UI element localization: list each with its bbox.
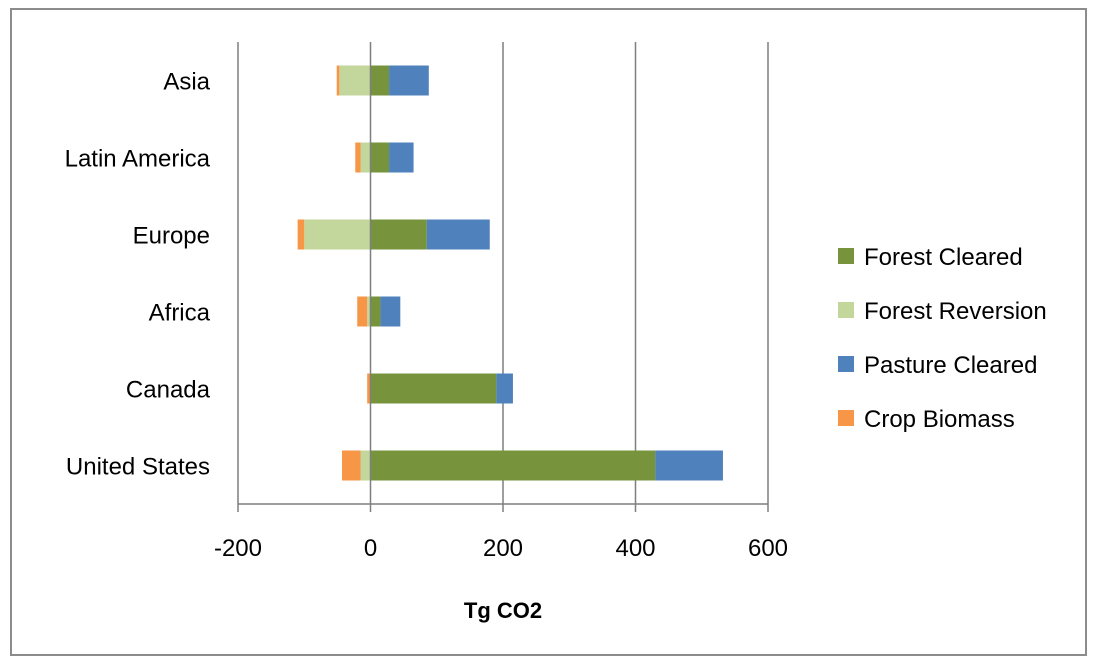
legend-swatch (838, 356, 854, 372)
bar-africa-forest-cleared (370, 296, 381, 327)
legend-swatch (838, 248, 854, 264)
bar-chart: United States Canada Africa Europe Latin Ame… (65, 42, 1047, 623)
bar-united-states-forest-cleared (370, 450, 656, 481)
legend: Forest Cleared Forest Reversion Pasture Cl… (838, 244, 1047, 433)
chart-frame: United States Canada Africa Europe Latin Ame… (10, 8, 1087, 656)
category-label: Latin America (65, 146, 211, 173)
category-label: Europe (133, 223, 210, 250)
x-axis-title: Tg CO2 (464, 598, 542, 623)
bar-europe-forest-reversion (304, 219, 371, 250)
legend-label: Forest Reversion (864, 298, 1047, 325)
bar-united-states-pasture-cleared (655, 450, 723, 481)
legend-label: Forest Cleared (864, 244, 1023, 271)
category-label: Africa (149, 300, 211, 327)
bar-united-states-crop-biomass (342, 450, 361, 481)
legend-swatch (838, 410, 854, 426)
bar-europe-crop-biomass (297, 219, 305, 250)
bar-africa-crop-biomass (357, 296, 368, 327)
bar-africa-pasture-cleared (380, 296, 401, 327)
legend-swatch (838, 302, 854, 318)
bar-europe-forest-cleared (370, 219, 427, 250)
category-label: Asia (163, 69, 210, 96)
bar-latin-america-forest-reversion (360, 142, 371, 173)
bar-asia-crop-biomass (336, 65, 340, 96)
category-labels: United States Canada Africa Europe Latin Ame… (65, 69, 211, 481)
x-tick-label: 0 (364, 535, 377, 562)
x-tick-label: 600 (748, 535, 788, 562)
category-label: Canada (126, 377, 211, 404)
x-tick-label: 200 (483, 535, 523, 562)
bar-united-states-forest-reversion (360, 450, 371, 481)
bar-africa-forest-reversion (367, 296, 371, 327)
bar-latin-america-forest-cleared (370, 142, 390, 173)
legend-label: Pasture Cleared (864, 352, 1037, 379)
category-label: United States (66, 454, 210, 481)
bar-latin-america-pasture-cleared (389, 142, 414, 173)
tick-labels: -200 0 200 400 600 (214, 535, 788, 562)
bars (297, 65, 723, 481)
bar-canada-pasture-cleared (496, 373, 513, 404)
bar-asia-forest-cleared (370, 65, 390, 96)
bar-asia-forest-reversion (339, 65, 371, 96)
bar-europe-pasture-cleared (426, 219, 490, 250)
axes (237, 42, 769, 512)
gridlines (237, 42, 769, 504)
bar-canada-forest-cleared (370, 373, 497, 404)
x-tick-label: -200 (214, 535, 262, 562)
bar-asia-pasture-cleared (389, 65, 429, 96)
x-tick-label: 400 (615, 535, 655, 562)
bar-canada-crop-biomass (367, 373, 371, 404)
bar-latin-america-crop-biomass (355, 142, 361, 173)
legend-label: Crop Biomass (864, 406, 1015, 433)
